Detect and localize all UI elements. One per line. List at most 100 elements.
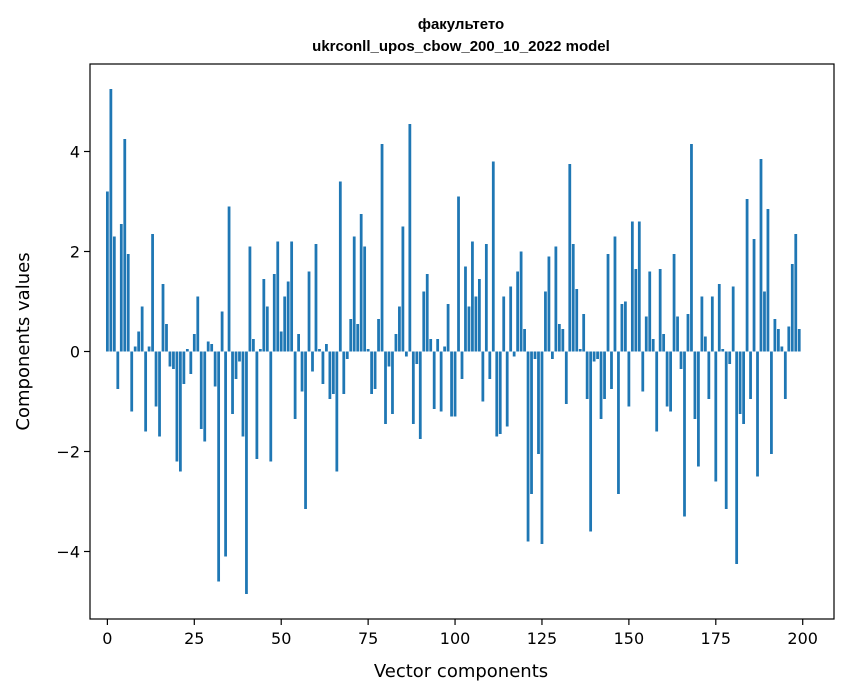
bar: [575, 289, 579, 352]
bar: [140, 306, 144, 352]
bar: [530, 351, 533, 494]
bar: [168, 351, 172, 367]
bar: [457, 196, 460, 352]
bar: [384, 351, 387, 424]
bar: [328, 351, 332, 399]
bar: [797, 329, 801, 352]
bar: [693, 351, 697, 419]
bar: [585, 351, 589, 399]
bar: [293, 351, 297, 419]
bar: [686, 314, 690, 352]
bar: [783, 351, 787, 399]
bar: [192, 334, 196, 352]
bar: [683, 351, 686, 517]
bar: [467, 306, 471, 352]
bar: [498, 351, 502, 434]
bar: [460, 351, 464, 379]
bar: [182, 351, 186, 384]
bar: [464, 266, 467, 352]
bar: [119, 224, 123, 352]
bar: [721, 349, 725, 352]
bar: [571, 244, 575, 352]
bar: [398, 306, 401, 352]
bar: [557, 324, 561, 352]
bar: [523, 329, 526, 352]
bar: [630, 221, 634, 352]
bar: [620, 304, 624, 352]
bar: [307, 271, 311, 352]
bar: [641, 351, 645, 392]
bar: [752, 239, 756, 352]
bar: [331, 351, 335, 394]
bar: [599, 351, 603, 419]
bar: [227, 206, 231, 352]
y-tick-label: 2: [70, 243, 80, 262]
bar: [213, 351, 217, 387]
bar: [533, 351, 537, 359]
chart-title-line1: факультето: [418, 16, 504, 33]
bar: [551, 351, 554, 359]
y-tick-label: −2: [56, 443, 80, 462]
bar: [206, 341, 210, 352]
bar: [238, 351, 241, 362]
bar: [279, 331, 283, 352]
bar: [391, 351, 394, 414]
bar: [717, 284, 721, 352]
bar: [269, 351, 273, 462]
bar: [189, 351, 193, 374]
bar: [272, 274, 276, 352]
bar: [175, 351, 179, 462]
bar: [697, 351, 700, 467]
bar: [547, 256, 551, 352]
bar: [112, 236, 116, 352]
bar: [248, 246, 252, 352]
bar: [370, 351, 373, 394]
bar: [471, 241, 474, 352]
bar: [780, 346, 784, 352]
bar: [314, 244, 318, 352]
bar: [411, 351, 415, 424]
bar: [422, 291, 426, 352]
bar: [484, 244, 488, 352]
bar: [505, 351, 509, 427]
bar: [770, 351, 773, 454]
bar: [728, 351, 732, 364]
bar: [363, 246, 367, 352]
bar: [130, 351, 134, 412]
bars-group: [105, 89, 801, 594]
x-tick-label: 25: [184, 629, 204, 648]
bar: [495, 351, 499, 437]
bar: [147, 346, 151, 352]
bar: [224, 351, 227, 557]
bar: [415, 351, 419, 364]
bar: [731, 286, 735, 352]
bar: [342, 351, 346, 394]
bar: [540, 351, 544, 544]
bar: [255, 351, 259, 459]
bar: [231, 351, 234, 414]
bar: [644, 316, 648, 352]
bar: [617, 351, 620, 494]
bar: [366, 349, 370, 352]
bar: [241, 351, 245, 437]
bar: [627, 351, 631, 407]
bar: [474, 296, 478, 352]
bar: [161, 284, 165, 352]
bar: [554, 246, 558, 352]
bar: [144, 351, 148, 432]
bar: [564, 351, 568, 404]
x-tick-label: 125: [527, 629, 558, 648]
bar: [651, 339, 655, 352]
bar: [126, 254, 130, 352]
bar: [265, 306, 269, 352]
bar: [610, 351, 613, 389]
y-tick-label: 4: [70, 143, 80, 162]
bar: [151, 234, 154, 352]
plot-frame: [89, 63, 835, 620]
bar: [669, 351, 672, 412]
bar: [582, 314, 586, 352]
bar: [790, 264, 794, 352]
bar: [338, 181, 342, 352]
bar: [105, 191, 109, 352]
bar: [356, 324, 360, 352]
